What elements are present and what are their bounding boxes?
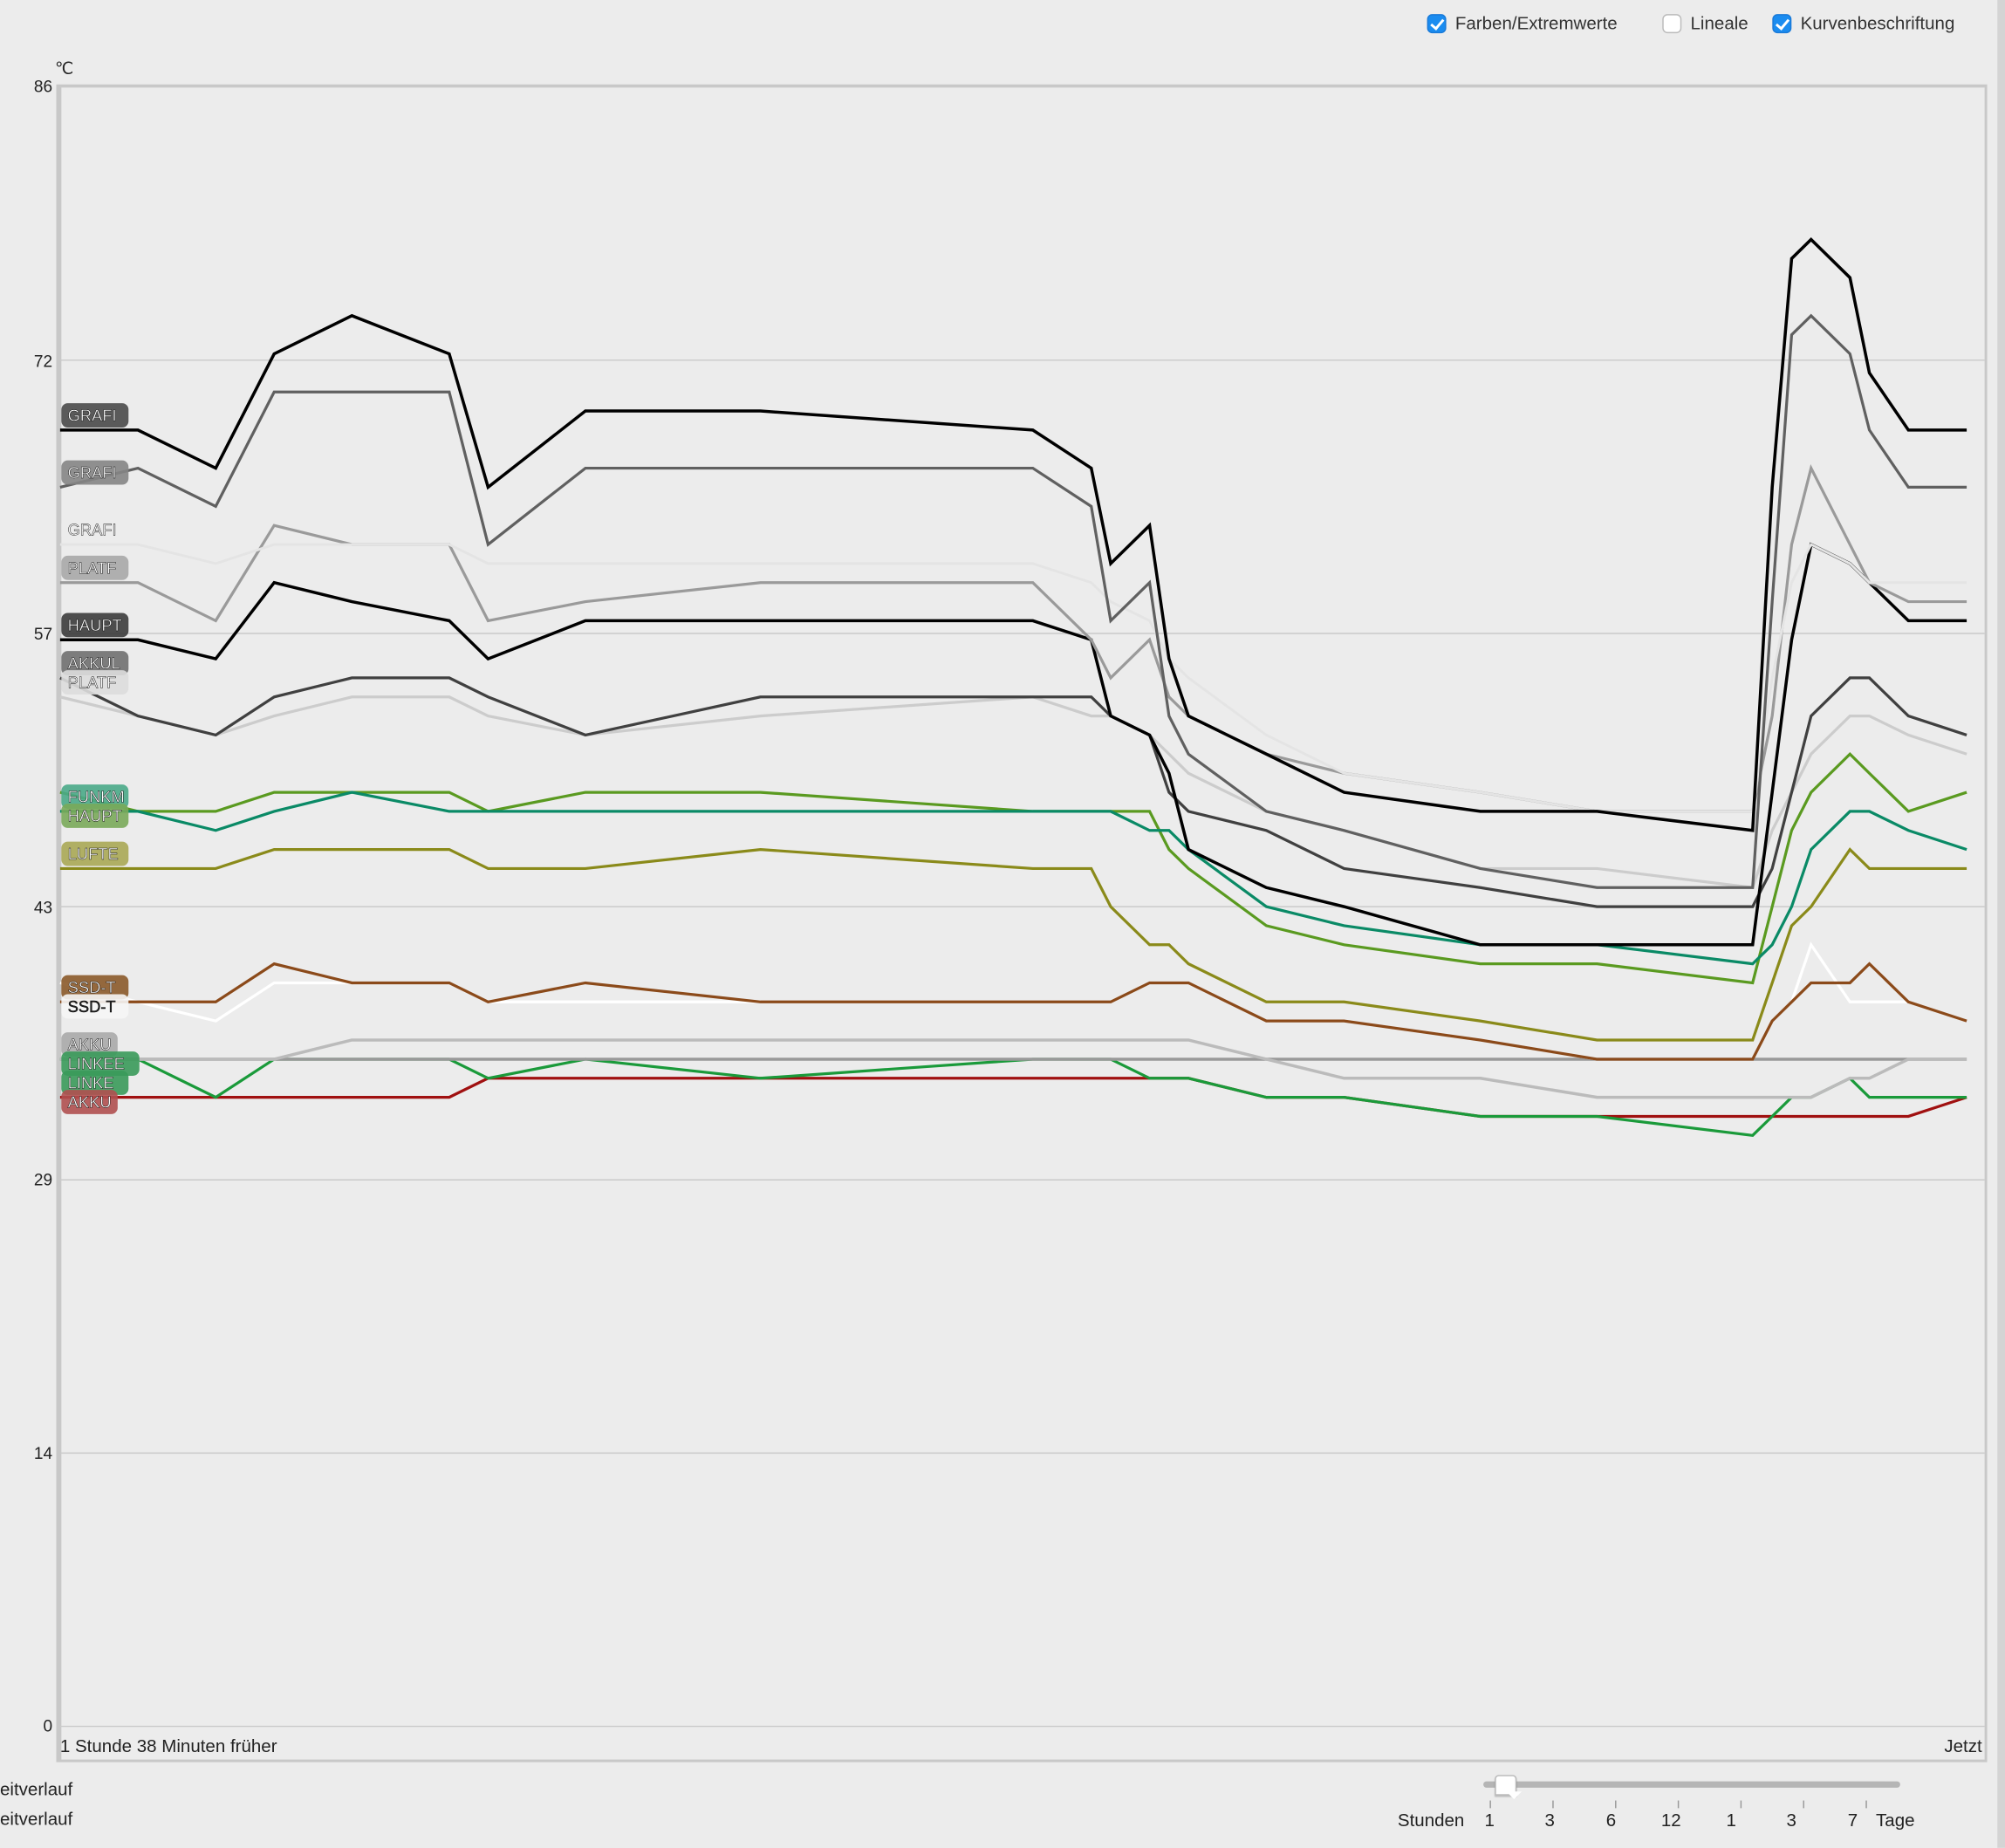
timescale-slider-track[interactable] [1483, 1781, 1900, 1788]
colors-extremes-checkbox[interactable] [1427, 14, 1447, 34]
curve-label-text: AKKU [68, 1036, 112, 1054]
curve-label-text: PLATF [68, 558, 117, 577]
series-line-grafi [59, 237, 1967, 832]
y-tick-label: 43 [33, 897, 53, 917]
curve-label-text: FUNKM [68, 788, 125, 806]
curve-labels-checkbox[interactable] [1772, 14, 1792, 34]
slider-tick [1552, 1800, 1554, 1809]
curve-label-bg [61, 555, 129, 580]
series-line-funkm [59, 791, 1967, 966]
series-line-haupt [59, 542, 1967, 947]
slider-tick [1615, 1800, 1617, 1809]
rulers-label[interactable]: Lineale [1690, 12, 1748, 34]
y-tick-label: 57 [33, 624, 53, 644]
curve-label: AKKU [61, 1090, 118, 1114]
curve-label: LINKEE [61, 1051, 140, 1076]
slider-tick-label: 3 [1786, 1809, 1796, 1831]
unit-label: ℃ [55, 58, 74, 79]
rulers-checkbox[interactable] [1662, 14, 1682, 34]
sidebar-item[interactable]: eitverlauf [0, 1778, 73, 1800]
y-tick-label: 14 [33, 1443, 53, 1463]
curve-label-bg [61, 460, 129, 485]
curve-label: AKKU [61, 1032, 118, 1057]
series-line-haupt [59, 752, 1967, 985]
curve-label-bg [61, 670, 129, 695]
curve-label-text: AKKUL [68, 654, 120, 673]
y-tick-label: 72 [33, 352, 53, 372]
curve-label: FUNKM [61, 784, 129, 809]
curve-label: GRAFI [61, 460, 129, 485]
curve-label: SSD-T [61, 975, 129, 1000]
series-line-grafi [59, 313, 1967, 889]
curve-label-text: SSD-T [68, 978, 116, 996]
y-tick-label: 0 [43, 1715, 53, 1735]
slider-tick [1865, 1800, 1867, 1809]
curve-label-bg [61, 651, 129, 676]
slider-tick-label: 7 [1847, 1809, 1858, 1831]
series-line-platf [59, 464, 1967, 813]
x-end-label: Jetzt [1944, 1735, 1982, 1756]
series-line-ssd-t [59, 962, 1967, 1061]
curve-label-text: LINKEE [68, 1055, 125, 1073]
slider-tick-label: 1 [1484, 1809, 1495, 1831]
y-tick-label: 86 [33, 76, 53, 96]
timescale-slider-knob[interactable] [1495, 1775, 1517, 1796]
slider-tick [1489, 1800, 1491, 1809]
slider-knob-pointer [1506, 1791, 1523, 1800]
curve-label-bg [61, 975, 129, 1000]
curve-label-bg [61, 841, 129, 866]
x-start-label: 1 Stunde 38 Minuten früher [59, 1735, 277, 1756]
curve-label: PLATF [61, 555, 129, 580]
curve-label-text: LINKE [68, 1074, 114, 1092]
curve-label: GRAFI [61, 517, 129, 543]
curve-label: HAUPT [61, 804, 129, 828]
curve-label-text: SSD-T [68, 997, 116, 1016]
series-line-akkul [59, 676, 1967, 908]
curve-label: HAUPT [61, 613, 129, 638]
curve-label-text: PLATF [68, 674, 117, 692]
series-line-platf [59, 695, 1967, 890]
series-line-lufte [59, 847, 1967, 1042]
slider-tick-label: 3 [1544, 1809, 1555, 1831]
curve-label: AKKUL [61, 651, 129, 676]
sidebar-item[interactable]: eitverlauf [0, 1808, 73, 1829]
curve-label-bg [61, 613, 129, 638]
curve-label-bg [61, 403, 129, 428]
curve-label-bg [61, 1090, 118, 1114]
curve-label-text: GRAFI [68, 407, 117, 425]
curve-label-text: GRAFI [68, 463, 117, 482]
colors-extremes-label[interactable]: Farben/Extremwerte [1454, 12, 1618, 34]
curve-label-bg [61, 784, 129, 809]
curve-label: GRAFI [61, 403, 129, 428]
curve-labels-label[interactable]: Kurvenbeschriftung [1800, 12, 1955, 34]
curve-label-bg [61, 1032, 118, 1057]
curve-label: LUFTE [61, 841, 129, 866]
curve-label-bg [61, 804, 129, 828]
slider-tick [1740, 1800, 1742, 1809]
slider-left-label: Stunden [1397, 1809, 1465, 1831]
curve-label: LINKE [61, 1071, 129, 1095]
curve-label-bg [61, 994, 129, 1019]
curve-label-bg [61, 1071, 129, 1095]
curve-label-text: HAUPT [68, 616, 122, 634]
curve-label: SSD-T [61, 994, 129, 1019]
slider-right-label: Tage [1876, 1809, 1915, 1831]
curve-label-bg [61, 1051, 140, 1076]
slider-tick-label: 1 [1726, 1809, 1736, 1831]
curve-label-text: HAUPT [68, 807, 122, 825]
y-tick-label: 29 [33, 1170, 53, 1190]
series-line-akku [59, 1038, 1967, 1099]
curve-label-text: AKKU [68, 1093, 112, 1112]
slider-tick [1677, 1800, 1680, 1809]
slider-tick-label: 12 [1660, 1809, 1681, 1831]
window-edge [1997, 0, 2005, 1848]
chart-frame [56, 84, 1988, 1762]
curve-label-bg [61, 517, 129, 543]
curve-label-text: LUFTE [68, 845, 119, 863]
curve-label: PLATF [61, 670, 129, 695]
slider-tick-label: 6 [1605, 1809, 1617, 1831]
curve-label-text: GRAFI [68, 521, 117, 539]
